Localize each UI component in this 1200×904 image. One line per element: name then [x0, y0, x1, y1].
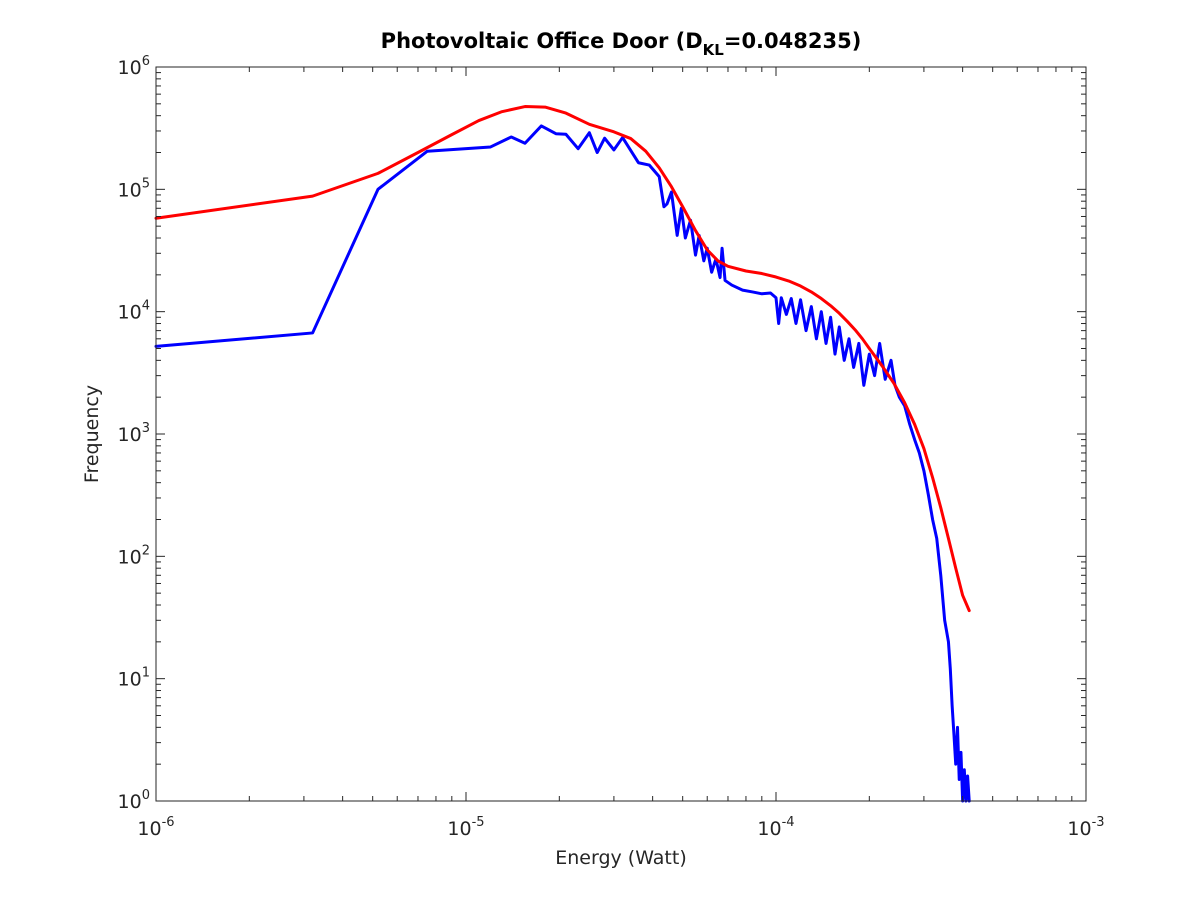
x-tick-label: 10-4 — [757, 815, 794, 840]
y-tick-exponent: 2 — [142, 543, 150, 558]
y-tick-exponent: 4 — [142, 299, 150, 314]
x-tick-exponent: -4 — [782, 815, 795, 830]
x-tick-base: 10 — [1067, 818, 1091, 840]
x-axis-label: Energy (Watt) — [555, 847, 687, 869]
y-tick-exponent: 3 — [142, 421, 150, 436]
y-tick-exponent: 6 — [142, 54, 150, 69]
x-tick-label: 10-5 — [447, 815, 484, 840]
y-tick-base: 10 — [118, 302, 142, 324]
y-tick-label: 104 — [118, 299, 150, 324]
chart-title-main: Photovoltaic Office Door (D — [381, 29, 703, 53]
y-tick-base: 10 — [118, 424, 142, 446]
x-tick-label: 10-3 — [1067, 815, 1104, 840]
y-tick-base: 10 — [118, 57, 142, 79]
y-axis-label: Frequency — [81, 385, 103, 483]
x-tick-exponent: -5 — [472, 815, 485, 830]
series-line-1 — [154, 124, 971, 803]
x-tick-base: 10 — [137, 818, 161, 840]
y-tick-exponent: 5 — [142, 176, 150, 191]
y-tick-label: 101 — [118, 666, 150, 691]
y-tick-base: 10 — [118, 546, 142, 568]
y-tick-label: 102 — [118, 543, 150, 568]
x-tick-labels: 10-6 10-5 10-4 10-3 — [137, 815, 1104, 840]
y-tick-base: 10 — [118, 669, 142, 691]
x-tick-base: 10 — [447, 818, 471, 840]
tick-marks — [155, 66, 1087, 802]
series-line-2 — [154, 105, 971, 613]
y-tick-label: 105 — [118, 176, 150, 201]
y-tick-label: 103 — [118, 421, 150, 446]
y-tick-base: 10 — [118, 791, 142, 813]
x-tick-exponent: -6 — [162, 815, 175, 830]
y-tick-label: 100 — [118, 788, 150, 813]
y-tick-base: 10 — [118, 179, 142, 201]
x-tick-exponent: -3 — [1092, 815, 1105, 830]
x-tick-label: 10-6 — [137, 815, 174, 840]
x-tick-base: 10 — [757, 818, 781, 840]
series-group — [154, 105, 971, 803]
chart-title-tail: =0.048235) — [724, 29, 861, 53]
y-tick-exponent: 1 — [142, 666, 150, 681]
chart-title: Photovoltaic Office Door (DKL=0.048235) — [381, 29, 862, 59]
chart-title-subscript: KL — [703, 41, 725, 59]
plot-area — [156, 67, 1086, 801]
y-tick-exponent: 0 — [142, 788, 150, 803]
y-tick-label: 106 — [118, 54, 150, 79]
